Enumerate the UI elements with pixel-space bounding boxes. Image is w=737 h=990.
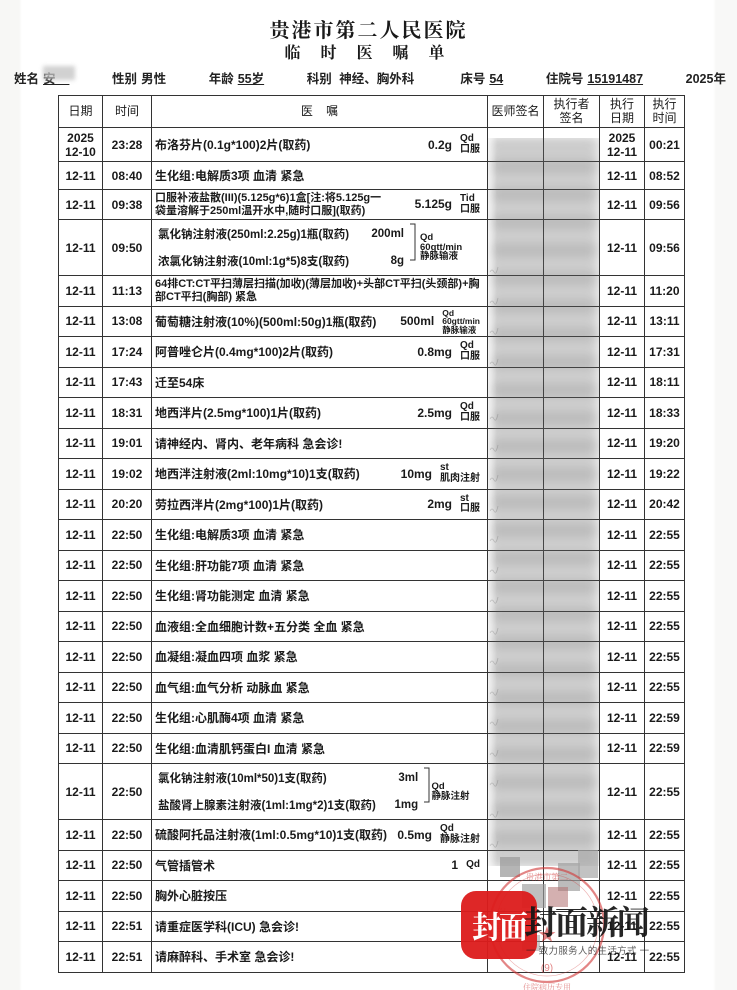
- svg-text:(9): (9): [541, 963, 553, 974]
- svg-text:贵港市第二: 贵港市第二: [526, 871, 569, 883]
- svg-text:住院病历专用: 住院病历专用: [523, 982, 571, 990]
